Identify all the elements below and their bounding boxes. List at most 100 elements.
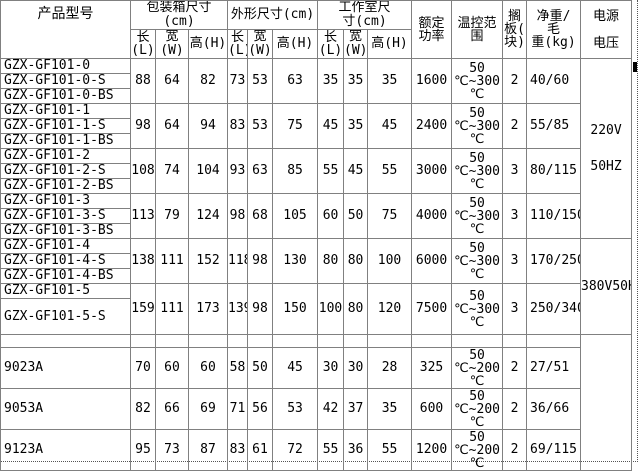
col-header-outer-height: 高(H) [271,29,319,59]
chamber-dim-cell: 36 [343,429,369,471]
model-row: GZX-GF101-4-BS [0,268,632,284]
chamber-dim-cell: 45 [367,103,413,149]
model-name-cell: GZX-GF101-2-BS [0,178,131,194]
shelf-count-cell: 2 [502,58,528,104]
chamber-dim-cell: 50 [343,193,369,239]
model-row: GZX-GF101-3-S [0,208,632,224]
packing-dim-cell: 64 [155,103,189,149]
outer-dim-cell: 83 [227,429,248,471]
empty-cell [188,334,228,348]
outer-dim-cell: 53 [271,388,319,430]
rated-power-cell: 2400 [411,103,453,149]
shelf-count-cell: 3 [502,283,528,335]
model-name-cell: GZX-GF101-2 [0,148,131,164]
outer-dim-cell: 118 [227,238,248,284]
chamber-dim-cell: 80 [343,238,369,284]
chamber-dim-cell: 35 [317,58,345,104]
outer-dim-cell: 56 [247,388,273,430]
packing-dim-cell: 73 [155,429,189,471]
outer-dim-cell: 63 [271,58,319,104]
temp-range-cell: 50 ℃~300 ℃ [451,148,504,194]
chamber-dim-cell: 35 [367,388,413,430]
empty-cell [451,334,504,348]
weight-cell: 250/340 [526,283,582,335]
outer-dim-cell: 130 [271,238,319,284]
weight-cell: 80/115 [526,148,582,194]
outer-dim-cell: 45 [271,347,319,389]
packing-dim-cell: 104 [188,148,228,194]
packing-dim-cell: 138 [130,238,156,284]
chamber-dim-cell: 30 [317,347,345,389]
model-row: GZX-GF101-2 108 74 104 93 63 85 55 45 55 3000 50 ℃~… [0,148,632,194]
weight-cell: 55/85 [526,103,582,149]
model-name-cell: GZX-GF101-4-S [0,253,131,269]
col-header-outer-width: 宽(W) [247,29,273,59]
rated-power-cell: 7500 [411,283,453,335]
col-header-packing-width: 宽(W) [155,29,189,59]
spacer-row [0,334,633,471]
chamber-dim-cell: 35 [367,58,413,104]
outer-dim-cell: 85 [271,148,319,194]
model-name-cell: 9023A [0,347,131,389]
outer-dim-cell: 98 [247,283,273,335]
model-row: GZX-GF101-1 98 64 94 83 53 75 45 35 45 2400 50 ℃~30… [0,103,632,149]
packing-dim-cell: 70 [130,347,156,389]
packing-dim-cell: 124 [188,193,228,239]
model-row: GZX-GF101-5-S [0,298,632,335]
temp-range-cell: 50 ℃~300 ℃ [451,103,504,149]
model-name-cell: 9123A [0,429,131,471]
empty-cell [247,334,273,348]
col-header-outer-size: 外形尺寸(cm) [226,0,319,30]
col-header-weight: 净重/ 毛 重(kg) [526,0,582,59]
chamber-dim-cell: 80 [317,238,345,284]
temp-range-cell: 50 ℃~200 ℃ [451,388,504,430]
chamber-dim-cell: 80 [343,283,369,335]
shelf-count-cell: 2 [502,103,528,149]
outer-dim-cell: 53 [247,103,273,149]
outer-dim-cell: 71 [227,388,248,430]
col-header-chamber-height: 高(H) [367,29,413,59]
outer-dim-cell: 72 [271,429,319,471]
shelf-count-cell: 2 [502,388,528,430]
rated-power-cell: 1200 [411,429,453,471]
packing-dim-cell: 95 [130,429,156,471]
temp-range-cell: 50 ℃~300 ℃ [451,193,504,239]
outer-dim-cell: 150 [271,283,319,335]
packing-dim-cell: 74 [155,148,189,194]
outer-dim-cell: 98 [247,238,273,284]
packing-dim-cell: 60 [188,347,228,389]
shelf-count-cell: 3 [502,193,528,239]
model-name-cell: GZX-GF101-5-S [0,298,131,335]
model-name-cell: GZX-GF101-1-BS [0,133,131,149]
empty-cell [130,334,156,348]
chamber-dim-cell: 45 [317,103,345,149]
chamber-dim-cell: 55 [317,148,345,194]
empty-cell [155,334,189,348]
temp-range-cell: 50 ℃~300 ℃ [451,58,504,104]
rated-power-cell: 3000 [411,148,453,194]
model-name-cell: GZX-GF101-1-S [0,118,131,134]
model-row: GZX-GF101-3 113 79 124 98 68 105 60 50 75 4000 50 ℃… [0,193,632,239]
col-header-shelf: 搁 板( 块) [502,0,528,59]
packing-dim-cell: 82 [188,58,228,104]
table-header: 产品型号 包装箱尺寸(cm) 外形尺寸(cm) 工作室尺 寸(cm) 额定 功率… [0,0,633,59]
empty-cell [367,334,413,348]
shelf-count-cell: 2 [502,429,528,471]
outer-dim-cell: 75 [271,103,319,149]
packing-dim-cell: 152 [188,238,228,284]
chamber-dim-cell: 37 [343,388,369,430]
voltage-cell [580,334,633,471]
model-row: GZX-GF101-1-S [0,118,632,134]
model-name-cell: GZX-GF101-0-BS [0,88,131,104]
col-header-voltage: 电源 电压 [580,0,633,59]
chamber-dim-cell: 55 [317,429,345,471]
chamber-dim-cell: 35 [343,58,369,104]
packing-dim-cell: 66 [155,388,189,430]
packing-dim-cell: 60 [155,347,189,389]
empty-cell [502,334,528,348]
model-row: GZX-GF101-1-BS [0,133,632,149]
outer-dim-cell: 68 [247,193,273,239]
packing-dim-cell: 79 [155,193,189,239]
